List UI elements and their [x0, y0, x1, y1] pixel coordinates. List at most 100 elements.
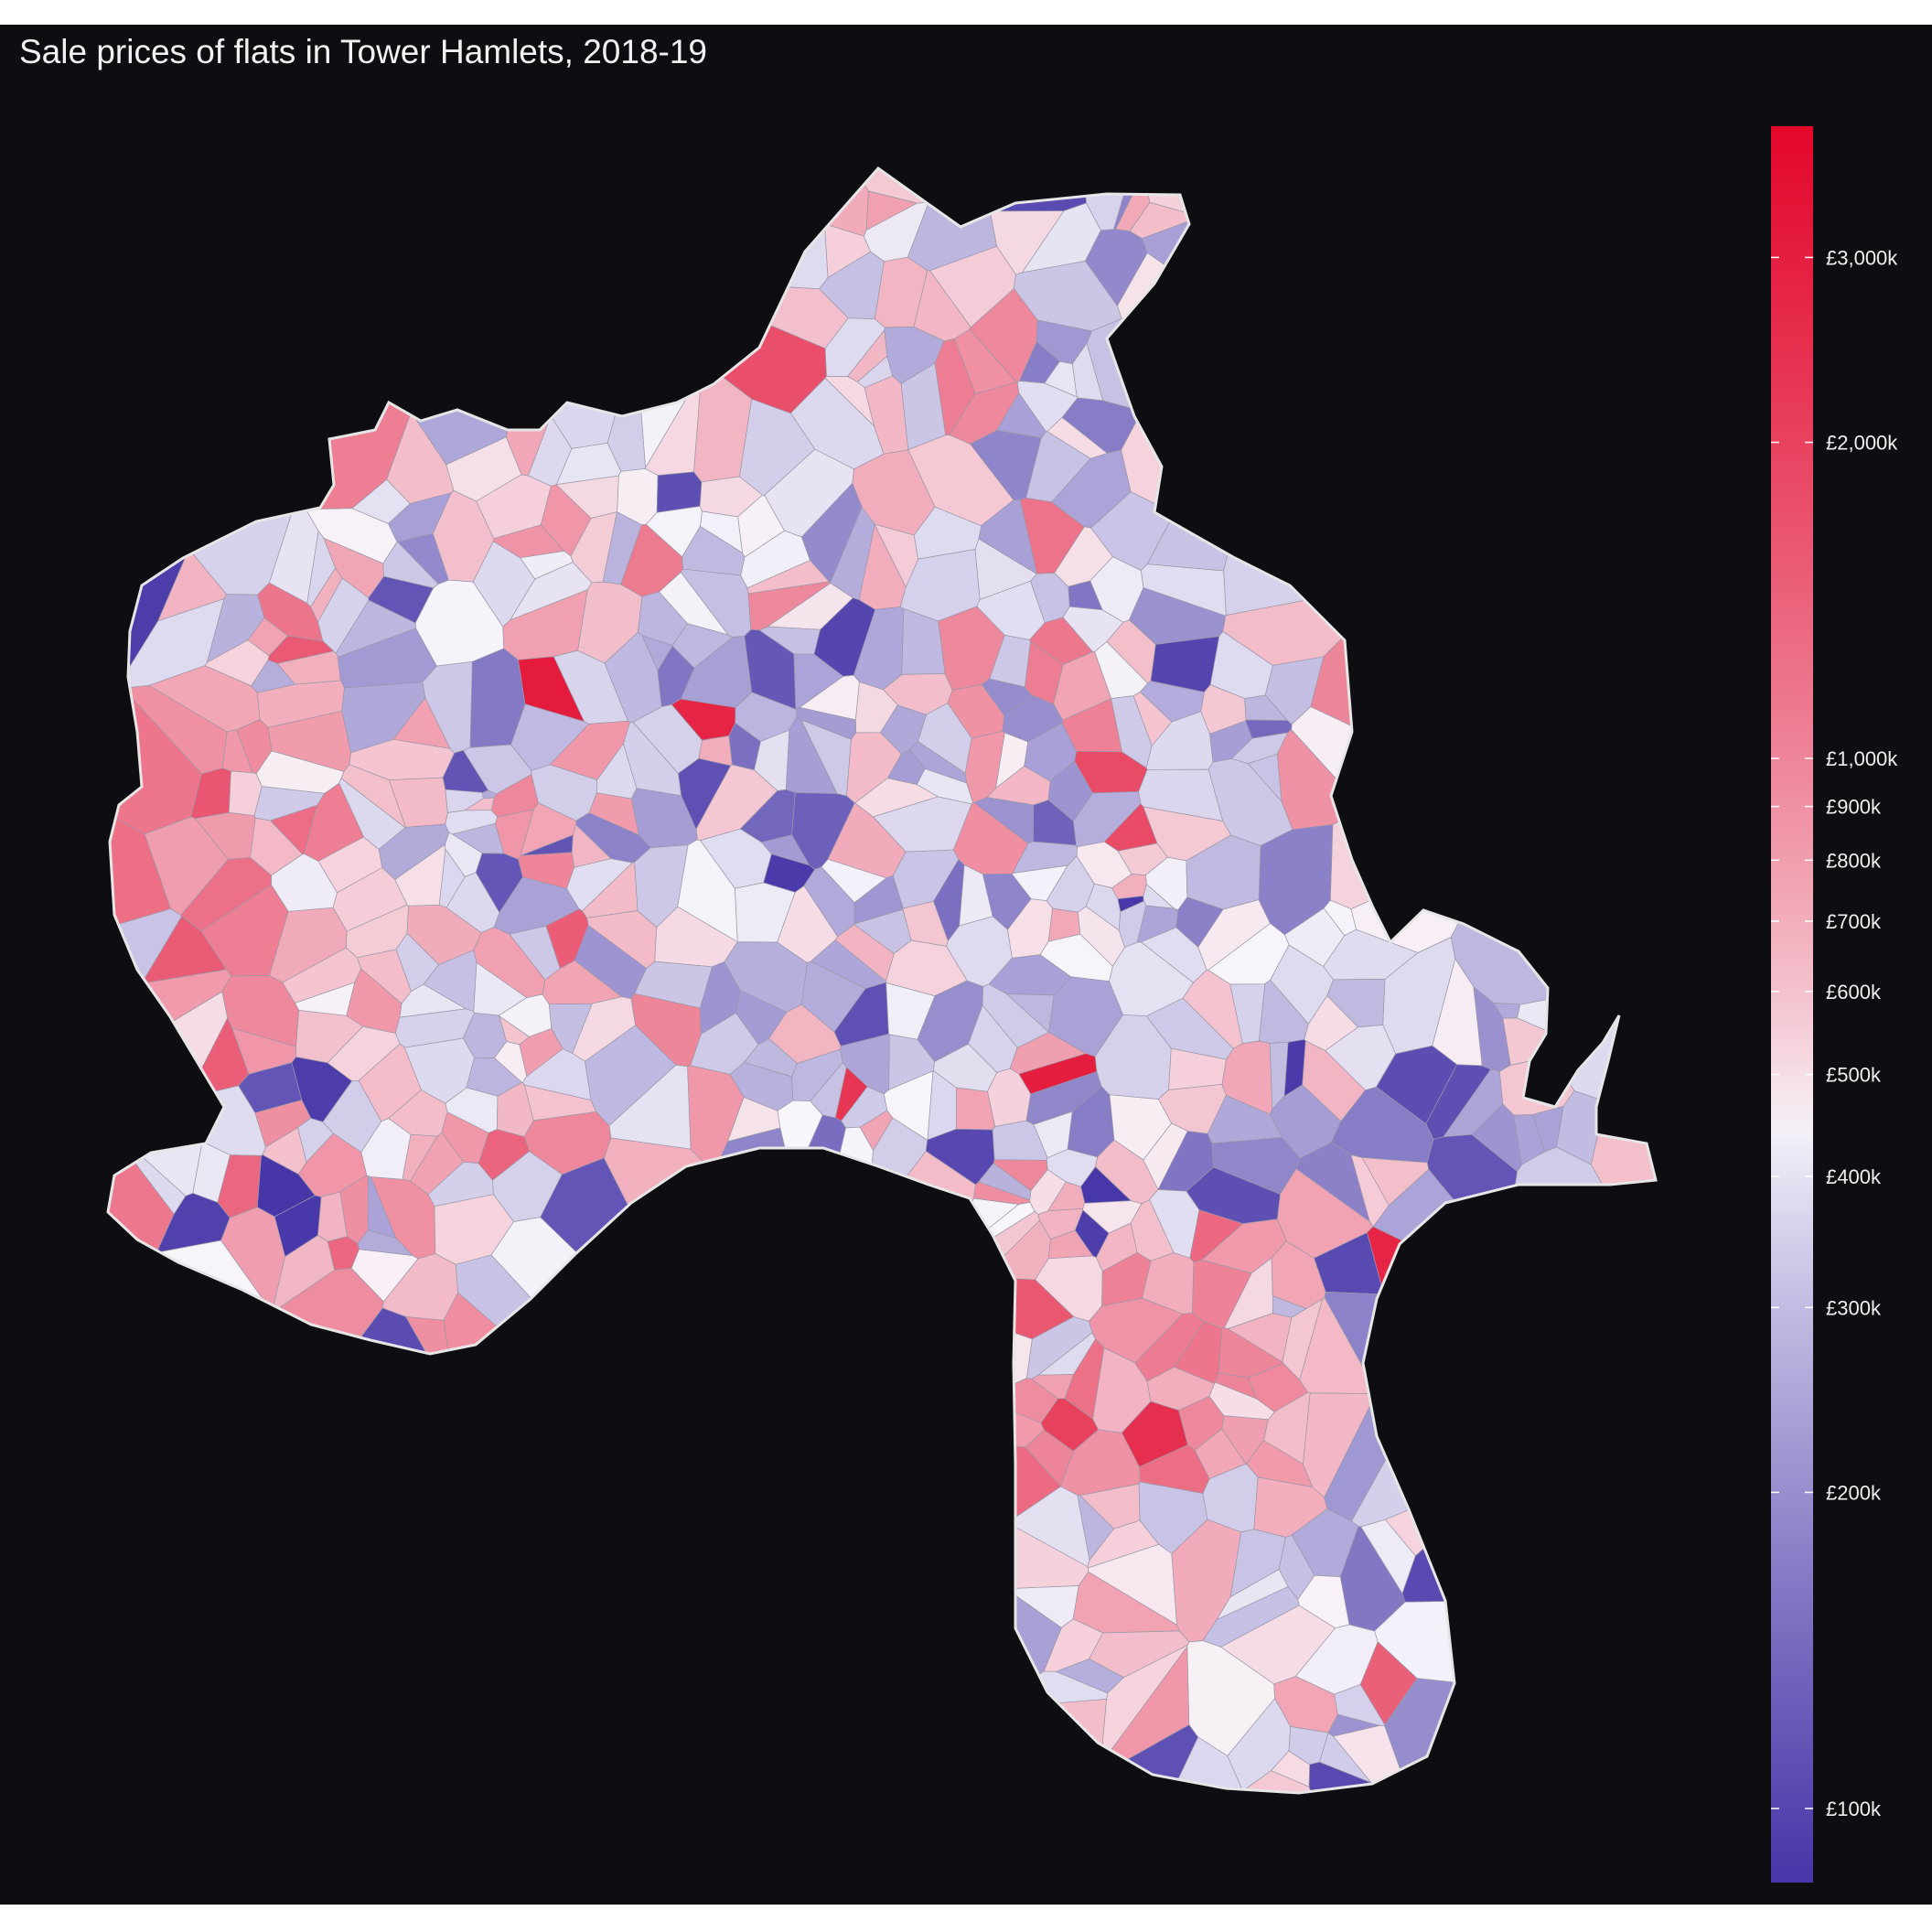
price-cell [754, 729, 790, 791]
price-cell [803, 866, 855, 938]
legend-tick-label: £2,000k [1826, 432, 1898, 455]
price-cell [1308, 1761, 1427, 1793]
price-cell [317, 1191, 348, 1242]
price-cell [338, 778, 406, 850]
price-cell [1208, 922, 1290, 985]
price-cell [194, 811, 256, 860]
price-cell [368, 575, 435, 624]
price-cell [1018, 1053, 1098, 1095]
legend-tick-label: £3,000k [1826, 246, 1898, 269]
price-cell [1074, 1209, 1110, 1259]
price-cell [1297, 1574, 1350, 1629]
price-cell [1054, 526, 1113, 587]
price-cell [268, 710, 351, 772]
price-cell [282, 947, 361, 1004]
price-cell [466, 1057, 523, 1097]
price-cell [297, 1132, 368, 1197]
price-cell [1007, 898, 1053, 959]
price-cell [1209, 630, 1273, 699]
price-cell [147, 665, 261, 733]
legend-tick-label: £700k [1826, 910, 1882, 933]
price-cell [791, 792, 855, 870]
price-cell [989, 210, 1065, 275]
price-cell [357, 1229, 413, 1256]
price-cell [916, 767, 973, 805]
price-cell [482, 789, 497, 800]
legend-ticks: £100k £200k £300k £400k £500k £600k £700k £800k… [1771, 246, 1898, 1820]
price-cell [918, 703, 972, 774]
legend-tick-label: £1,000k [1826, 747, 1898, 770]
price-cell [1216, 1569, 1289, 1621]
price-cell [938, 606, 1005, 691]
legend-tick-label: £500k [1826, 1064, 1882, 1087]
legend-tick-label: £800k [1826, 849, 1882, 872]
price-cell [1031, 1374, 1075, 1400]
price-cell [572, 996, 636, 1062]
legend-tick-label: £200k [1826, 1481, 1882, 1504]
price-cell [854, 778, 939, 818]
price-cell [1094, 1014, 1172, 1100]
price-cell [1269, 1084, 1342, 1159]
price-cell [1319, 1732, 1373, 1784]
legend-tick-label: £300k [1826, 1296, 1882, 1319]
price-cell [800, 482, 863, 584]
price-cell [1272, 1295, 1307, 1318]
price-cell [1432, 958, 1483, 1067]
price-cell [1194, 1428, 1247, 1479]
price-cell [1230, 732, 1289, 764]
price-cell [1325, 1025, 1396, 1091]
price-cell [1323, 899, 1358, 937]
price-cell [1253, 1476, 1328, 1538]
price-cell [659, 571, 729, 636]
price-cell [388, 492, 452, 542]
legend-tick-label: £900k [1826, 796, 1882, 819]
legend-tick-label: £100k [1826, 1798, 1882, 1820]
price-cell [982, 983, 1050, 1048]
price-cell [1089, 1630, 1190, 1679]
price-cell [1026, 1316, 1093, 1379]
price-cell [247, 617, 289, 657]
price-cell [332, 867, 408, 932]
price-cell [445, 872, 500, 933]
price-cell [306, 530, 336, 607]
price-cell [886, 982, 936, 1040]
price-cell [824, 376, 875, 427]
price-cell [217, 1154, 262, 1218]
price-cell [1121, 1401, 1188, 1468]
price-cell [1079, 1483, 1141, 1530]
price-cell [1082, 1200, 1143, 1234]
legend-tick-label: £600k [1826, 981, 1882, 1004]
price-cell [346, 968, 402, 1034]
price-cell [855, 682, 898, 734]
price-cell [623, 722, 682, 797]
price-cell [768, 1004, 842, 1064]
price-cell [884, 327, 945, 384]
price-cell [810, 1062, 847, 1119]
price-cell [509, 562, 593, 621]
price-cell [925, 1128, 995, 1186]
price-cell [852, 449, 936, 536]
price-cell [445, 436, 522, 502]
price-cell [1326, 979, 1386, 1028]
price-cell [1024, 723, 1077, 782]
price-cell [987, 1068, 1032, 1127]
price-cell [767, 583, 853, 630]
price-cell [1295, 1142, 1370, 1223]
price-cell [744, 628, 797, 710]
price-cell [969, 287, 1038, 383]
price-cell [700, 510, 743, 553]
price-cell [473, 961, 528, 1016]
price-cell [1218, 1327, 1284, 1379]
price-cell [1024, 640, 1064, 705]
price-cell [634, 961, 713, 1009]
map-title: Sale prices of flats in Tower Hamlets, 2… [19, 33, 708, 70]
borough-outline [106, 166, 1658, 1795]
price-cell [913, 506, 982, 560]
price-cell [495, 809, 534, 860]
price-cell [1074, 750, 1148, 794]
price-cell [1189, 1209, 1244, 1263]
price-cell [973, 797, 1035, 844]
legend-tick-label: £400k [1826, 1165, 1882, 1188]
